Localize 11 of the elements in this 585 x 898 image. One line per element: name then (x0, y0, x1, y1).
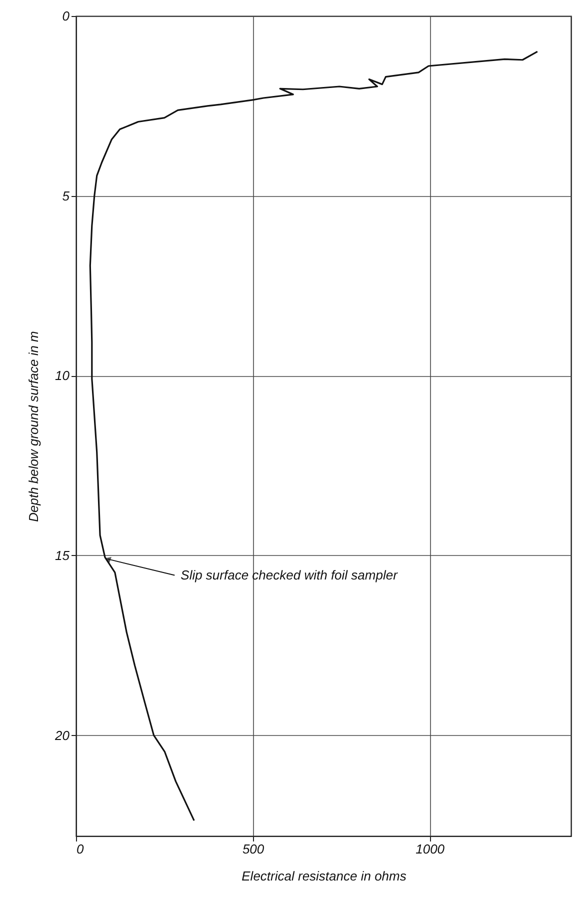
x-tick-label: 0 (76, 842, 84, 856)
y-axis-title: Depth below ground surface in m (26, 330, 42, 522)
x-tick-label: 500 (242, 842, 265, 856)
y-tick-label: 15 (55, 548, 70, 563)
y-tick-label: 20 (54, 728, 70, 743)
line-series (89, 50, 538, 822)
y-tick-label: 0 (62, 8, 70, 24)
x-axis-title: Electrical resistance in ohms (242, 868, 407, 884)
y-tick-label: 10 (55, 368, 70, 384)
y-tick-label: 5 (62, 188, 70, 204)
x-tick-label: 1000 (416, 842, 446, 856)
